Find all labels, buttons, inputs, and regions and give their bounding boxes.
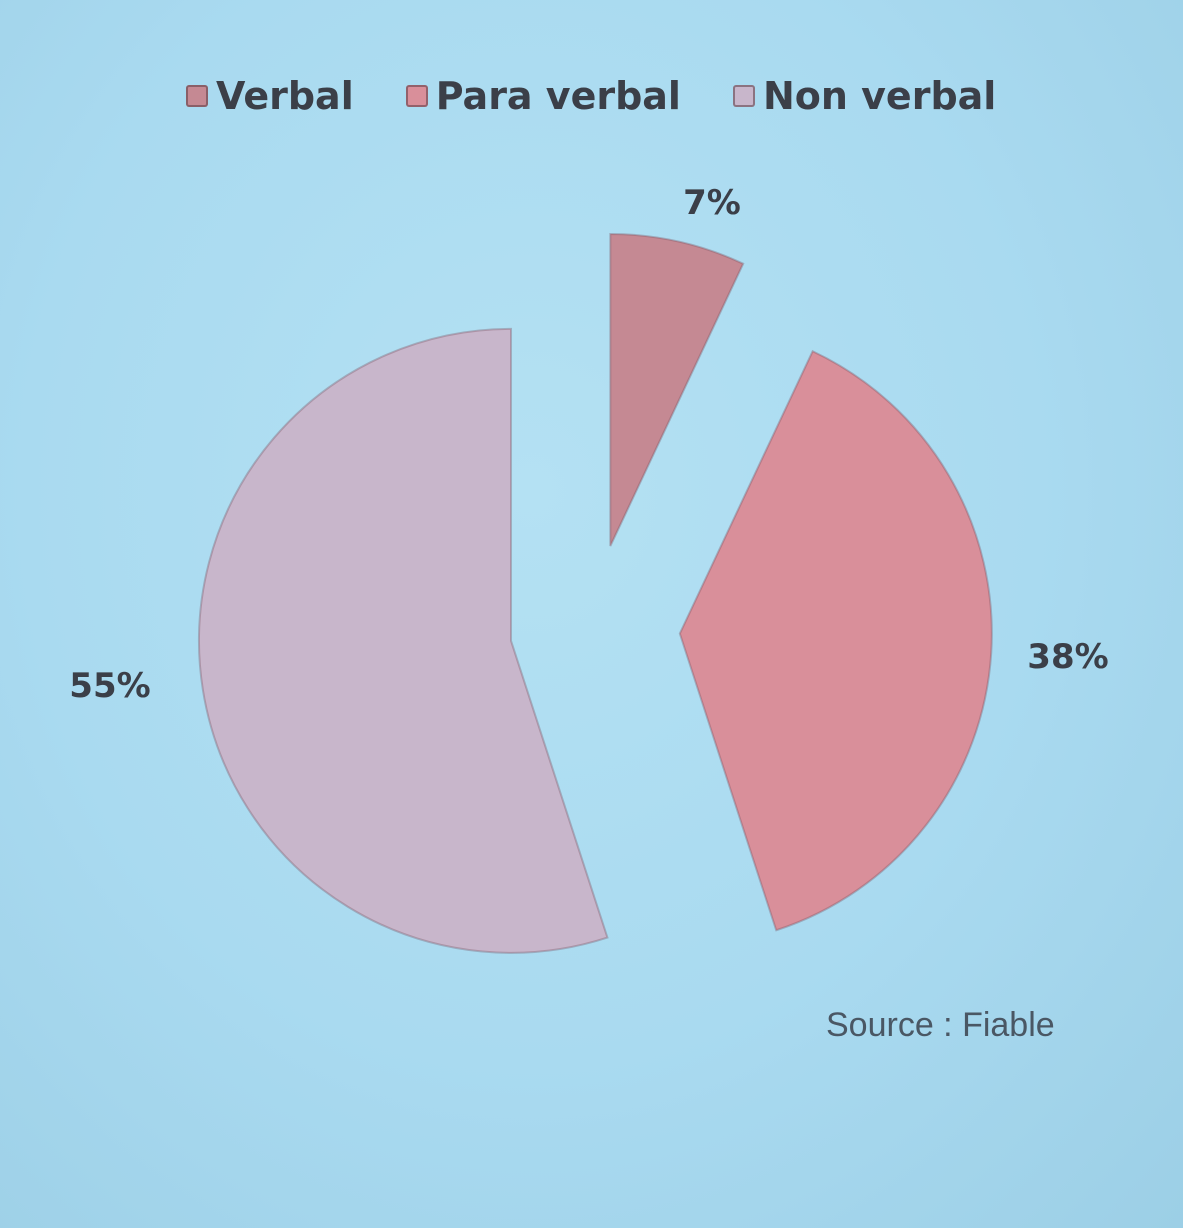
legend-label-para-verbal: Para verbal xyxy=(435,74,681,118)
chart-legend: Verbal Para verbal Non verbal xyxy=(186,74,996,118)
value-label-para-verbal: 38% xyxy=(1027,637,1108,677)
legend-swatch-non-verbal xyxy=(732,85,755,107)
legend-item-non-verbal: Non verbal xyxy=(732,74,997,118)
source-note: Source : Fiable xyxy=(826,1006,1055,1044)
legend-swatch-verbal xyxy=(186,85,208,107)
legend-item-verbal: Verbal xyxy=(186,74,354,118)
pie-slice-verbal xyxy=(609,233,745,547)
value-label-non-verbal: 55% xyxy=(69,666,150,706)
legend-label-verbal: Verbal xyxy=(216,74,354,118)
pie-slice-non-verbal xyxy=(198,327,609,954)
legend-label-non-verbal: Non verbal xyxy=(762,74,997,118)
legend-swatch-para-verbal xyxy=(405,85,428,107)
pie-slices xyxy=(198,233,993,954)
legend-item-para-verbal: Para verbal xyxy=(405,74,681,118)
value-label-verbal: 7% xyxy=(683,183,741,223)
pie-slice-para-verbal xyxy=(678,349,993,932)
